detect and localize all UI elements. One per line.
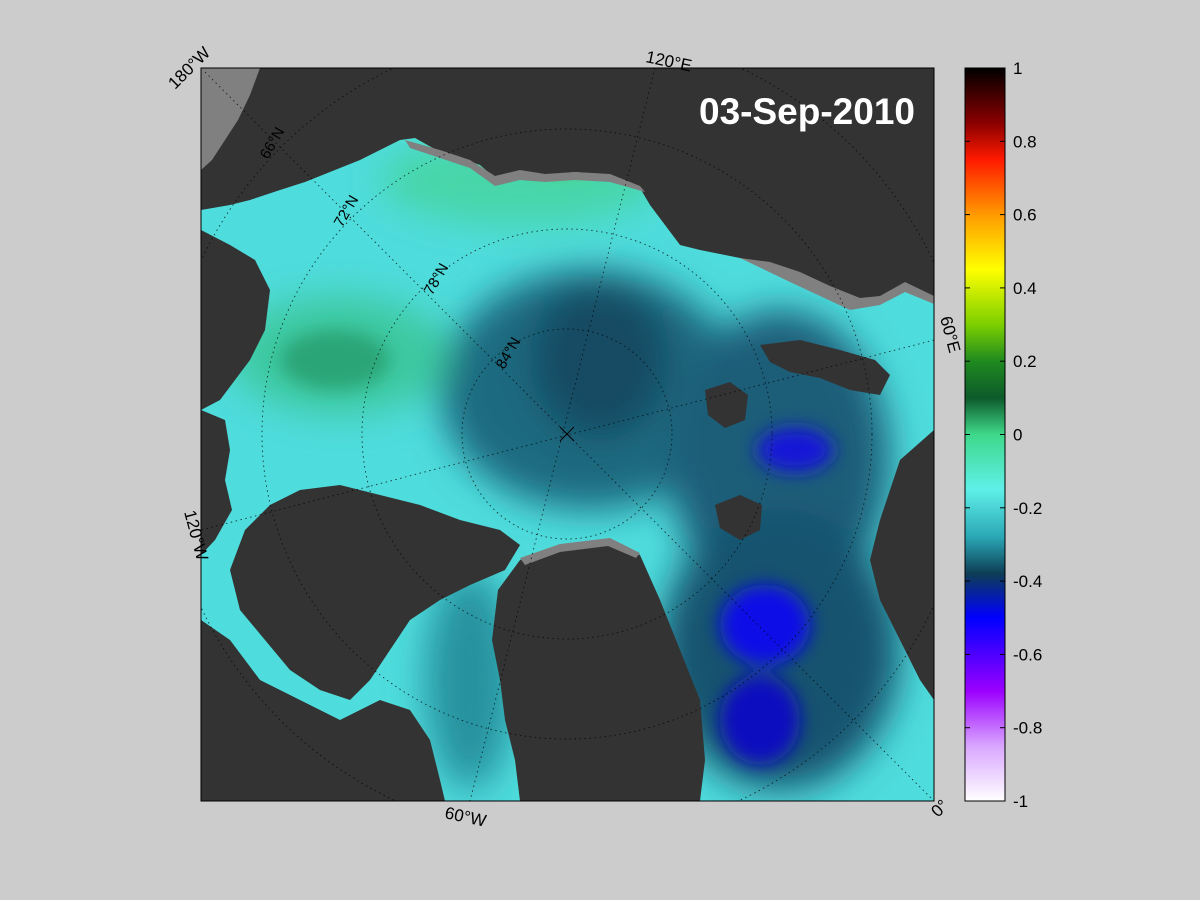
map-frame bbox=[200, 67, 935, 802]
anomaly-core-east-blue bbox=[757, 428, 833, 472]
land-masses bbox=[201, 68, 934, 801]
colorbar-tick-label: -1 bbox=[1013, 792, 1028, 811]
meridian-60e-120w bbox=[201, 339, 934, 531]
colorbar-tick-label: 1 bbox=[1013, 59, 1022, 78]
land-scandinavia bbox=[870, 430, 934, 700]
map-panel: 66°N 72°N 78°N 84°N 03-Sep-2010 bbox=[201, 68, 934, 801]
latitude-circle-72 bbox=[261, 128, 873, 740]
land-canada-mainland bbox=[201, 620, 445, 801]
colorbar-tick-label: -0.8 bbox=[1013, 719, 1042, 738]
colorbar-tick-label: -0.4 bbox=[1013, 572, 1042, 591]
latitude-circle-84 bbox=[461, 328, 673, 540]
land-franz-josef bbox=[715, 495, 762, 540]
meridian-120e-60w bbox=[469, 68, 656, 801]
colorbar-ticks: 1 0.8 0.6 0.4 0.2 0 -0.2 -0.4 -0.6 -0.8 -1 bbox=[965, 59, 1042, 811]
colorbar-fill bbox=[965, 68, 1005, 801]
date-label: 03-Sep-2010 bbox=[699, 91, 915, 132]
land-beaufort-coast bbox=[201, 410, 232, 555]
land-svalbard bbox=[705, 382, 748, 428]
anomaly-core-barents-blue bbox=[720, 585, 810, 665]
anomaly-core-barents-blue-2 bbox=[720, 675, 800, 765]
colorbar-tick-label: -0.6 bbox=[1013, 645, 1042, 664]
longitude-label-60e: 60°E bbox=[936, 314, 964, 355]
latitude-circle-78 bbox=[361, 228, 773, 640]
land-alaska bbox=[201, 230, 270, 410]
colorbar: 1 0.8 0.6 0.4 0.2 0 -0.2 -0.4 -0.6 -0.8 -1 bbox=[964, 59, 1042, 811]
colorbar-tick-label: -0.2 bbox=[1013, 499, 1042, 518]
anomaly-patch-central-core bbox=[530, 280, 670, 440]
anomaly-patch-baffin bbox=[425, 570, 515, 790]
anomaly-field bbox=[230, 135, 900, 790]
colorbar-tick-label: 0.4 bbox=[1013, 279, 1037, 298]
land-novaya-zemlya bbox=[760, 340, 890, 395]
anomaly-core-beaufort-green bbox=[280, 330, 390, 390]
colorbar-tick-label: 0 bbox=[1013, 426, 1022, 445]
longitude-label-60w: 60°W bbox=[443, 803, 488, 830]
nodata-greenland-coast bbox=[520, 538, 640, 565]
nodata-areas bbox=[201, 68, 934, 565]
pole-marker bbox=[559, 426, 575, 442]
land-canadian-archipelago bbox=[230, 485, 520, 700]
colorbar-tick-label: 0.2 bbox=[1013, 352, 1037, 371]
land-siberia-north bbox=[201, 68, 934, 305]
colorbar-tick-label: 0.6 bbox=[1013, 206, 1037, 225]
colorbar-tick-label: 0.8 bbox=[1013, 132, 1037, 151]
nodata-siberian-coast bbox=[405, 140, 645, 192]
nodata-bering bbox=[201, 68, 260, 170]
nodata-kara-coast bbox=[740, 258, 934, 310]
land-greenland bbox=[492, 540, 705, 801]
